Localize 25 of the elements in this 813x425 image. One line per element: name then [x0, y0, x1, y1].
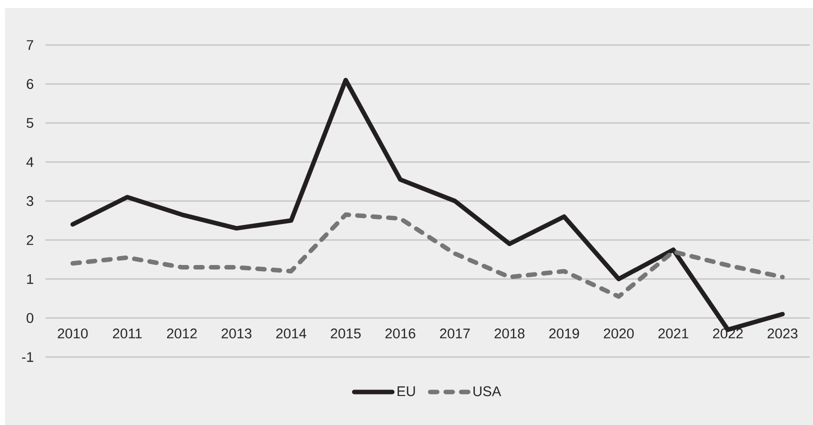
x-tick-label: 2016	[385, 328, 416, 338]
x-tick-label: 2011	[112, 328, 142, 338]
x-tick-label: 2021	[658, 328, 688, 338]
x-tick-label: 2017	[440, 328, 470, 338]
x-tick-label: 2010	[58, 328, 88, 338]
y-tick-label: 1	[27, 274, 34, 284]
x-tick-label: 2014	[276, 328, 306, 338]
line-series	[70, 212, 785, 299]
y-tick-label: 0	[26, 313, 34, 323]
x-tick-label: 2020	[604, 328, 634, 338]
x-tick-label: 2018	[494, 328, 524, 338]
x-tick-label: 2013	[222, 328, 252, 338]
y-tick-label: 7	[26, 40, 34, 50]
legend-label: USA	[474, 386, 502, 396]
y-tick-label: 6	[26, 79, 34, 89]
y-tick-label: -1	[22, 352, 34, 362]
legend-label: EU	[398, 386, 415, 396]
y-tick-label: 4	[26, 157, 34, 167]
x-tick-label: 2015	[330, 328, 361, 338]
x-tick-label: 2019	[549, 328, 580, 338]
y-tick-label: 5	[26, 118, 34, 128]
x-tick-label: 2023	[768, 328, 798, 338]
y-tick-label: 3	[26, 196, 34, 206]
y-tick-label: 2	[26, 235, 34, 245]
x-tick-label: 2012	[167, 328, 197, 338]
